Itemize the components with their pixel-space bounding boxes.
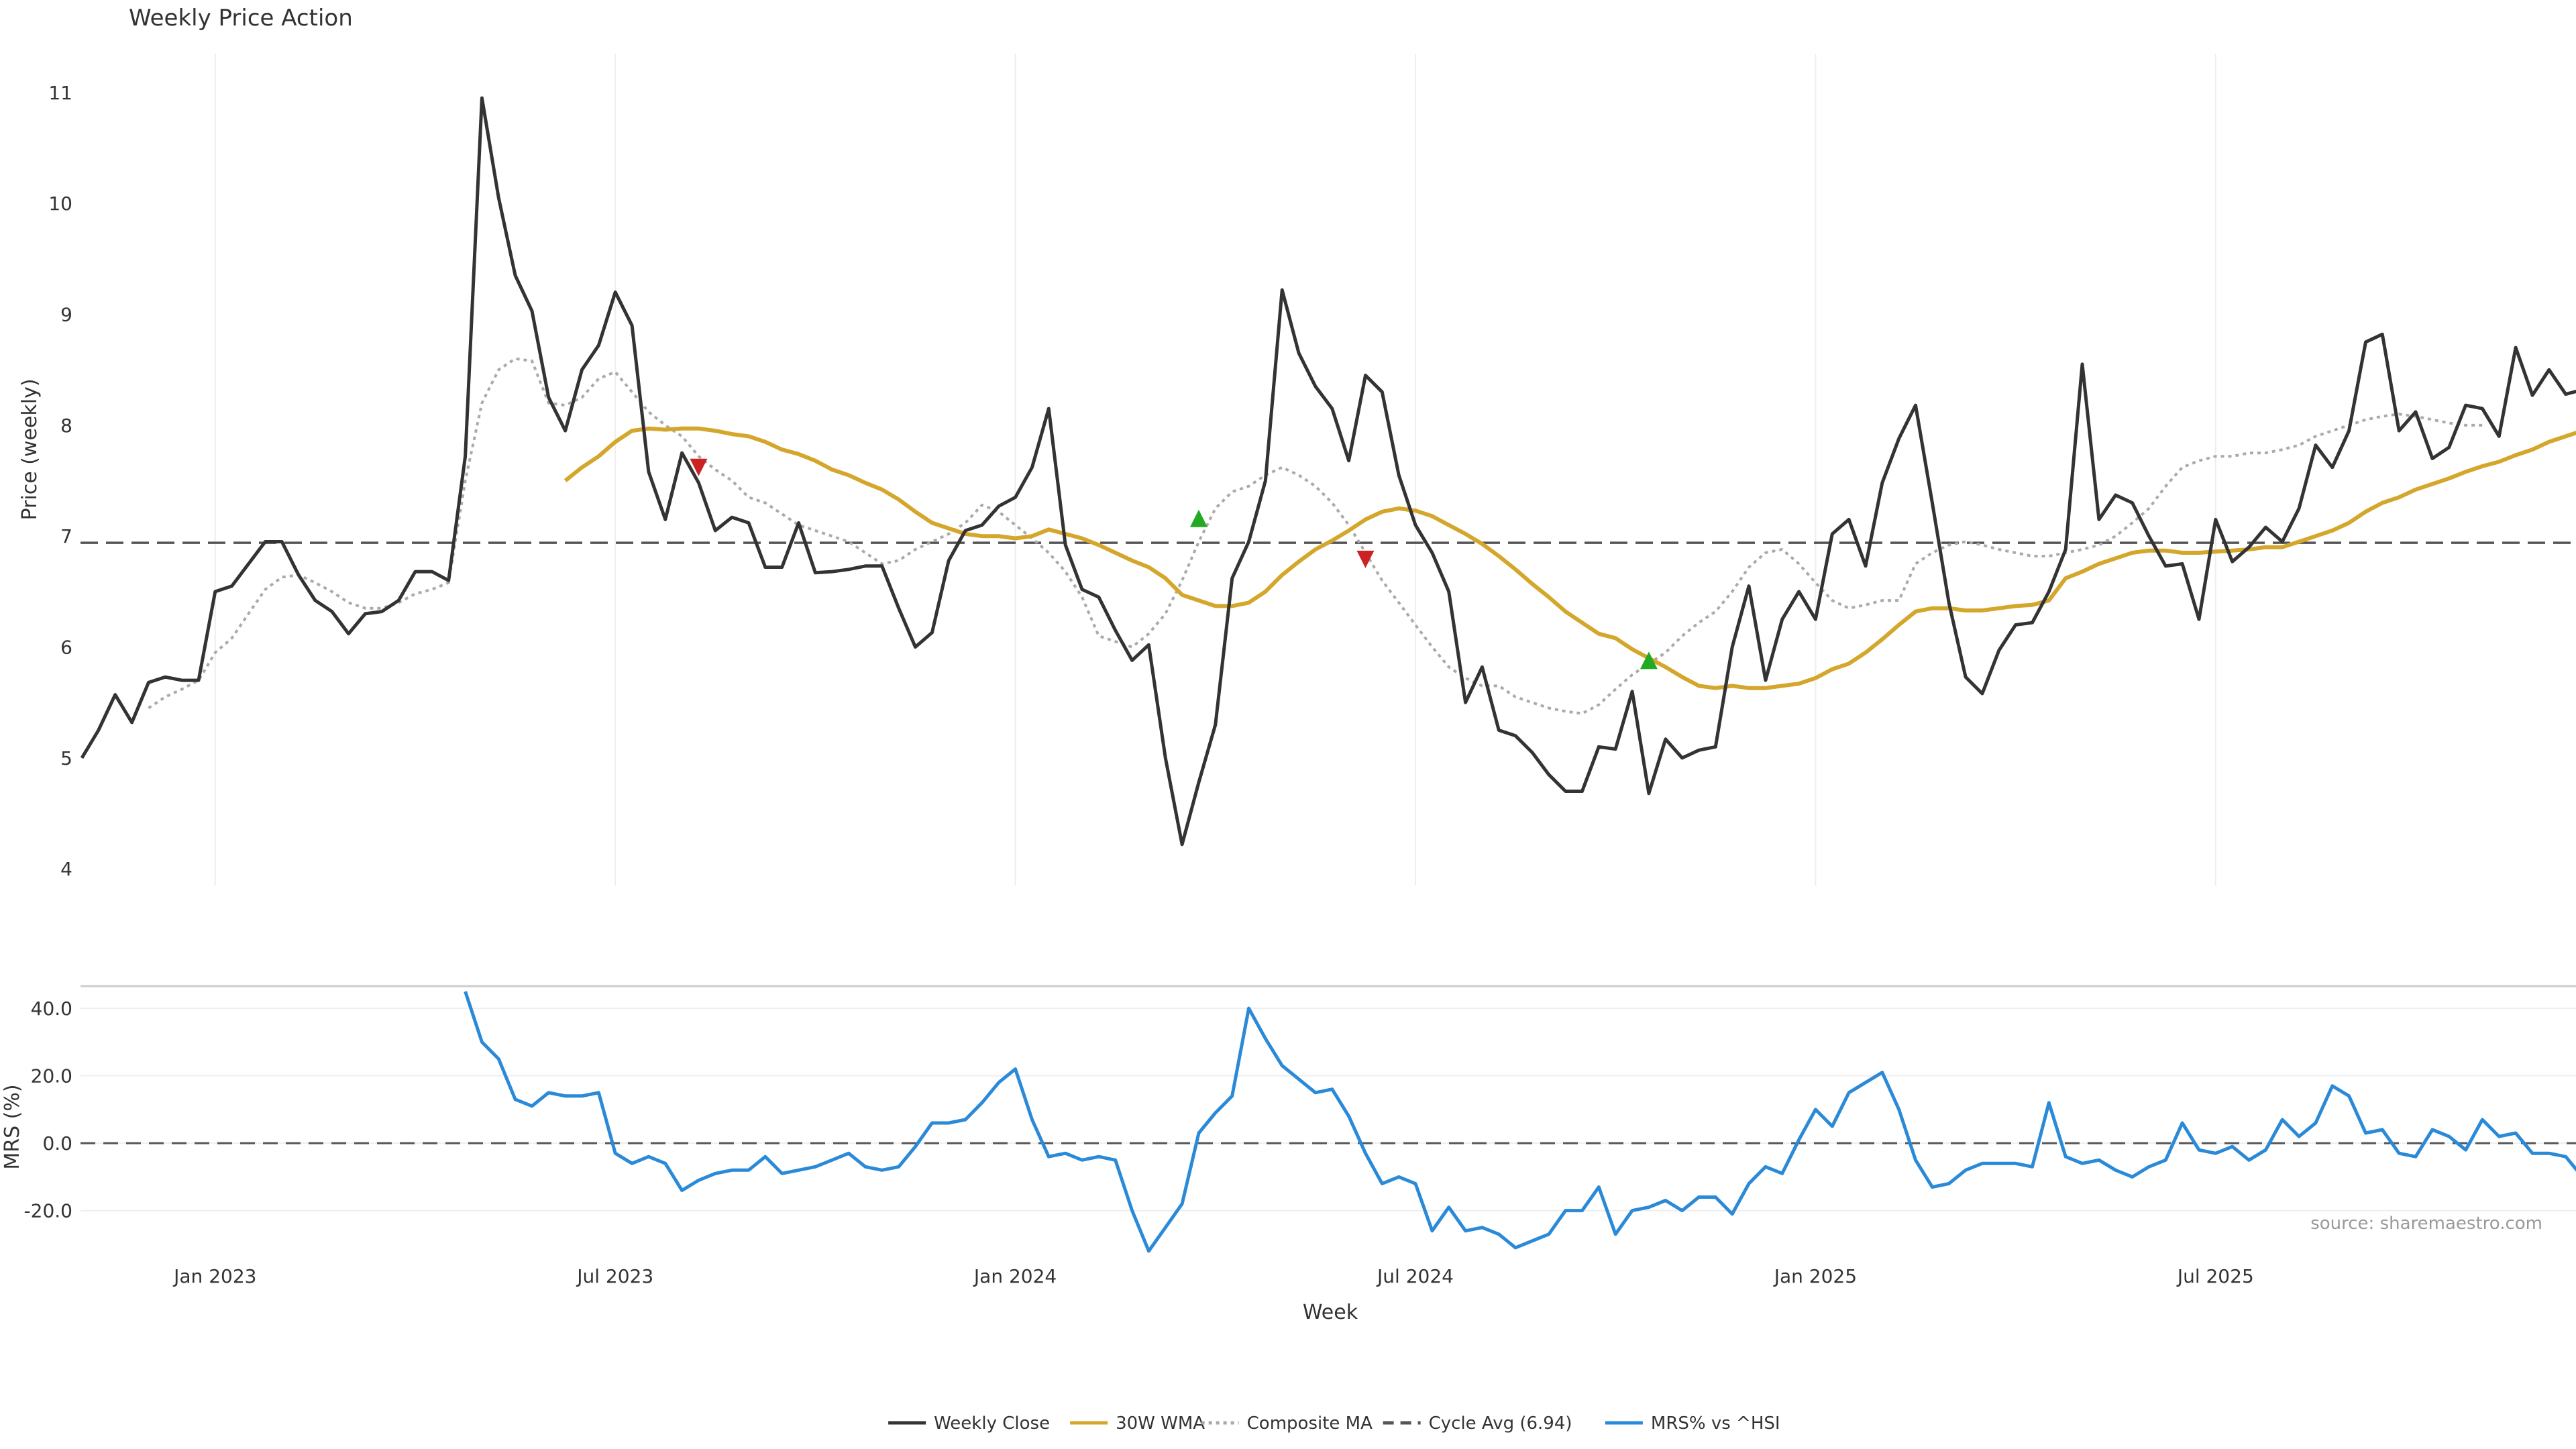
bottom-grid bbox=[80, 1008, 2576, 1212]
source-note: source: sharemaestro.com bbox=[2310, 1214, 2542, 1234]
series-mrs-line bbox=[464, 991, 2576, 1253]
y-tick-label: 7 bbox=[60, 525, 72, 547]
x-tick-label: Jul 2023 bbox=[576, 1265, 653, 1287]
sell-signal-marker-0 bbox=[690, 458, 708, 476]
bottom-y-ticks: 40.0 20.0 0.0 -20.0 bbox=[24, 998, 72, 1222]
chart-title: Weekly Price Action bbox=[129, 5, 353, 32]
legend-label-mrs-vs-hsi: MRS% vs ^HSI bbox=[1651, 1413, 1780, 1434]
y-tick-label: 10 bbox=[48, 193, 72, 215]
legend-label-30w-wma: 30W WMA bbox=[1116, 1413, 1205, 1434]
legend-label-cycle-avg-6-94: Cycle Avg (6.94) bbox=[1429, 1413, 1572, 1434]
x-tick-labels: Jan 2023 Jul 2023 Jan 2024 Jul 2024 Jan 2025… bbox=[172, 1265, 2254, 1287]
mrs-y-tick-label: 20.0 bbox=[31, 1065, 72, 1087]
legend: Weekly Close 30W WMA Composite MA Cycle Avg… bbox=[888, 1413, 1780, 1434]
series-30w-wma-line bbox=[564, 426, 2576, 690]
series-composite-ma-line bbox=[148, 357, 2483, 715]
x-tick-label: Jul 2025 bbox=[2176, 1265, 2254, 1287]
buy-signal-marker-1 bbox=[1189, 509, 1208, 527]
mrs-y-tick-label: 40.0 bbox=[31, 998, 72, 1020]
x-tick-label: Jan 2023 bbox=[172, 1265, 256, 1287]
top-y-axis-label: Price (weekly) bbox=[18, 378, 42, 520]
legend-label-composite-ma: Composite MA bbox=[1247, 1413, 1373, 1434]
x-axis-label: Week bbox=[1303, 1301, 1358, 1324]
y-tick-label: 11 bbox=[48, 82, 72, 104]
y-tick-label: 6 bbox=[60, 637, 72, 659]
mrs-y-tick-label: 0.0 bbox=[42, 1132, 72, 1155]
signal-markers bbox=[690, 458, 1658, 669]
mrs-y-tick-label: -20.0 bbox=[24, 1200, 72, 1222]
y-tick-label: 5 bbox=[60, 747, 72, 769]
series-weekly-close-line bbox=[80, 96, 2576, 847]
buy-signal-marker-3 bbox=[1640, 651, 1658, 669]
sell-signal-marker-2 bbox=[1356, 550, 1375, 568]
top-y-ticks: 4 5 6 7 8 9 10 11 bbox=[48, 82, 72, 880]
y-tick-label: 9 bbox=[60, 304, 72, 326]
x-tick-label: Jan 2025 bbox=[1773, 1265, 1857, 1287]
legend-label-weekly-close: Weekly Close bbox=[934, 1413, 1050, 1434]
top-grid bbox=[214, 54, 2216, 885]
bottom-y-axis-label: MRS (%) bbox=[1, 1084, 24, 1169]
y-tick-label: 4 bbox=[60, 858, 72, 880]
y-tick-label: 8 bbox=[60, 415, 72, 437]
x-tick-label: Jan 2024 bbox=[973, 1265, 1057, 1287]
x-tick-label: Jul 2024 bbox=[1376, 1265, 1454, 1287]
